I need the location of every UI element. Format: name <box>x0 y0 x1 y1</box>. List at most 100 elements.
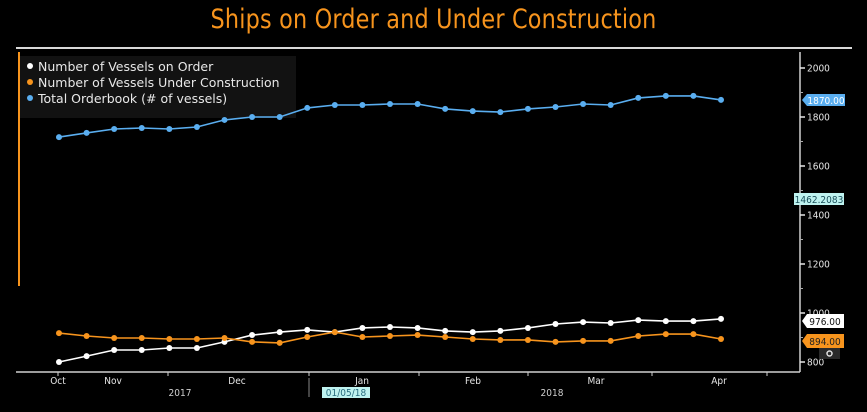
data-point-on-order[interactable] <box>635 317 642 324</box>
y-tick-label: 1200 <box>807 260 830 271</box>
data-point-total-orderbook[interactable] <box>718 96 724 103</box>
x-year-label-2018: 2018 <box>541 388 564 399</box>
data-point-under-construction[interactable] <box>56 330 62 337</box>
data-point-on-order[interactable] <box>359 324 366 331</box>
cursor-date-label: 01/05/18 <box>326 388 367 399</box>
data-point-total-orderbook[interactable] <box>359 101 366 108</box>
data-point-under-construction[interactable] <box>497 336 504 343</box>
data-point-under-construction[interactable] <box>359 334 366 341</box>
chart-title: Ships on Order and Under Construction <box>210 4 657 35</box>
data-point-on-order[interactable] <box>276 329 283 336</box>
data-point-on-order[interactable] <box>524 324 531 331</box>
data-point-under-construction[interactable] <box>552 338 559 345</box>
data-point-on-order[interactable] <box>111 346 118 353</box>
title-divider <box>16 47 852 49</box>
data-point-under-construction[interactable] <box>690 331 697 338</box>
data-point-on-order[interactable] <box>607 320 614 327</box>
legend-marker-on-order <box>27 63 33 69</box>
data-point-on-order[interactable] <box>193 345 200 352</box>
data-point-under-construction[interactable] <box>387 333 393 340</box>
data-point-total-orderbook[interactable] <box>524 105 531 112</box>
last-value-label-total-orderbook: 1870.00 <box>807 96 844 107</box>
data-point-total-orderbook[interactable] <box>552 103 559 110</box>
legend: Number of Vessels on Order Number of Ves… <box>20 56 296 118</box>
data-point-total-orderbook[interactable] <box>111 126 118 133</box>
data-point-under-construction[interactable] <box>635 333 642 340</box>
data-point-on-order[interactable] <box>690 318 697 325</box>
data-point-total-orderbook[interactable] <box>249 114 256 120</box>
data-point-total-orderbook[interactable] <box>469 108 476 115</box>
legend-marker-total-orderbook <box>27 95 33 101</box>
data-point-under-construction[interactable] <box>276 339 283 346</box>
data-point-under-construction[interactable] <box>607 337 614 344</box>
data-point-on-order[interactable] <box>469 329 476 336</box>
data-point-under-construction[interactable] <box>524 336 531 343</box>
data-point-total-orderbook[interactable] <box>414 101 421 108</box>
data-point-under-construction[interactable] <box>83 333 90 340</box>
data-point-total-orderbook[interactable] <box>331 101 338 108</box>
data-point-on-order[interactable] <box>414 324 421 331</box>
data-point-on-order[interactable] <box>497 327 504 334</box>
legend-item-total-orderbook[interactable]: Total Orderbook (# of vessels) <box>20 90 296 106</box>
y-tick-label: 1600 <box>807 162 830 173</box>
data-point-on-order[interactable] <box>580 319 587 326</box>
data-point-total-orderbook[interactable] <box>83 129 90 136</box>
data-point-on-order[interactable] <box>56 359 62 365</box>
data-point-total-orderbook[interactable] <box>635 94 642 101</box>
data-point-total-orderbook[interactable] <box>662 92 669 99</box>
data-point-under-construction[interactable] <box>580 337 587 344</box>
data-point-total-orderbook[interactable] <box>387 101 393 108</box>
data-point-total-orderbook[interactable] <box>56 134 62 141</box>
last-value-label-on-order: 976.00 <box>809 317 841 328</box>
legend-marker-under-construction <box>27 79 33 85</box>
data-point-on-order[interactable] <box>304 326 311 333</box>
data-point-total-orderbook[interactable] <box>304 104 311 111</box>
data-point-under-construction[interactable] <box>469 335 476 342</box>
data-point-under-construction[interactable] <box>221 334 228 341</box>
data-point-under-construction[interactable] <box>718 335 724 342</box>
data-point-on-order[interactable] <box>718 315 724 322</box>
data-point-under-construction[interactable] <box>414 332 421 339</box>
data-point-total-orderbook[interactable] <box>193 124 200 131</box>
data-point-under-construction[interactable] <box>111 334 118 341</box>
data-point-on-order[interactable] <box>83 353 90 360</box>
legend-label-on-order: Number of Vessels on Order <box>38 58 214 74</box>
data-point-total-orderbook[interactable] <box>442 105 449 112</box>
data-point-on-order[interactable] <box>662 318 669 325</box>
y-tick-label: 1400 <box>807 211 830 222</box>
data-point-under-construction[interactable] <box>304 334 311 341</box>
data-point-under-construction[interactable] <box>193 335 200 342</box>
data-point-under-construction[interactable] <box>249 338 256 345</box>
y-tick-label: 2000 <box>807 64 830 75</box>
data-point-under-construction[interactable] <box>442 334 449 341</box>
chart-settings-button[interactable] <box>819 348 840 359</box>
data-point-on-order[interactable] <box>442 327 449 334</box>
data-point-total-orderbook[interactable] <box>690 92 697 99</box>
data-point-under-construction[interactable] <box>662 331 669 338</box>
last-value-badge-under-construction: 894.00 <box>802 334 844 348</box>
data-point-total-orderbook[interactable] <box>166 126 173 133</box>
data-point-total-orderbook[interactable] <box>607 101 614 108</box>
legend-item-on-order[interactable]: Number of Vessels on Order <box>20 58 296 74</box>
x-tick-label-apr: Apr <box>711 376 727 387</box>
x-tick-label-nov: Nov <box>104 376 122 387</box>
data-point-on-order[interactable] <box>166 345 173 352</box>
data-point-on-order[interactable] <box>387 323 393 330</box>
data-point-under-construction[interactable] <box>166 335 173 342</box>
data-point-total-orderbook[interactable] <box>221 116 228 123</box>
data-point-total-orderbook[interactable] <box>276 114 283 120</box>
data-point-under-construction[interactable] <box>331 329 338 336</box>
x-tick-label-feb: Feb <box>465 376 481 387</box>
cursor-date-badge <box>322 387 370 398</box>
data-point-total-orderbook[interactable] <box>580 101 587 108</box>
x-tick-label-oct: Oct <box>50 376 66 387</box>
data-point-on-order[interactable] <box>249 332 256 339</box>
data-point-total-orderbook[interactable] <box>138 125 145 132</box>
data-point-on-order[interactable] <box>138 346 145 353</box>
legend-item-under-construction[interactable]: Number of Vessels Under Construction <box>20 74 296 90</box>
data-point-on-order[interactable] <box>552 321 559 328</box>
data-point-under-construction[interactable] <box>138 334 145 341</box>
x-year-label-2017: 2017 <box>169 388 192 399</box>
data-point-total-orderbook[interactable] <box>497 109 504 116</box>
